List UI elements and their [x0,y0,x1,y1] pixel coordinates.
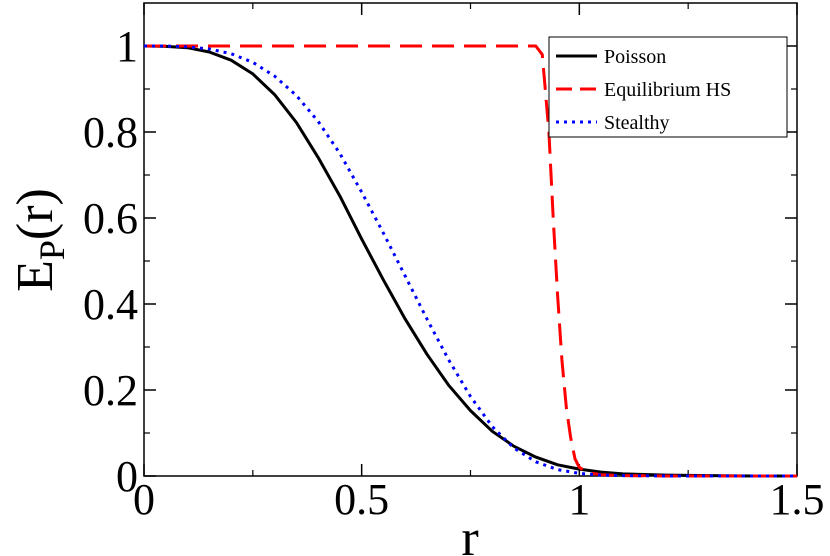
x-tick-label: 0.5 [334,475,389,524]
x-axis-label: r [461,510,478,556]
legend-label: Stealthy [604,112,670,134]
series-line-stealthy [144,44,797,478]
legend-box [548,36,788,138]
svg-text:EP(r): EP(r) [7,188,72,292]
y-tick-label: 0 [116,452,138,501]
series-lines [143,44,797,478]
legend-label: Poisson [604,46,666,68]
axis-tick-labels: 0 0.5 1 1.5 0 0.2 0.4 0.6 0.8 1 [83,22,825,524]
x-tick-label: 1 [568,475,590,524]
y-axis-label-main: E [7,260,64,292]
y-axis-label-tail: (r) [7,188,64,240]
y-tick-label: 1 [116,22,138,71]
y-tick-label: 0.6 [83,194,138,243]
legend: Poisson Equilibrium HS Stealthy [548,36,788,138]
y-axis-label-sub: P [32,240,72,260]
y-tick-label: 0.8 [83,108,138,157]
y-tick-label: 0.4 [83,280,138,329]
y-tick-label: 0.2 [83,366,138,415]
series-line-equilibrium-hs [144,44,797,478]
x-tick-label: 1.5 [770,475,825,524]
y-axis-label: EP(r) [7,188,72,292]
series-line-poisson [143,44,797,478]
legend-label: Equilibrium HS [604,79,731,101]
x-tick-label: 0 [133,475,155,524]
